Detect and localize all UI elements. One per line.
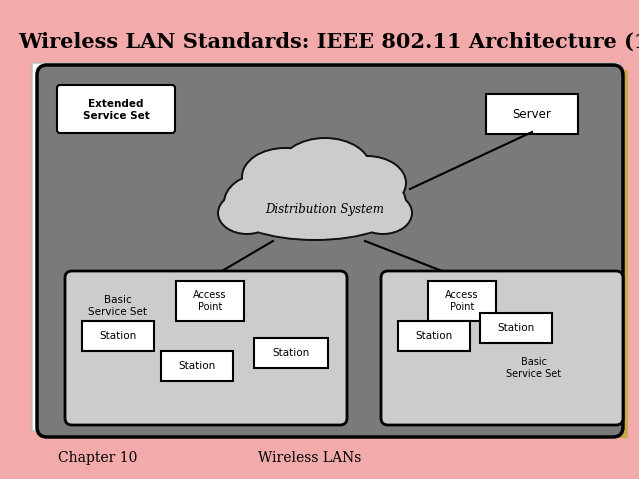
Ellipse shape [278, 137, 372, 201]
Text: Station: Station [415, 331, 452, 341]
Ellipse shape [238, 157, 392, 237]
Text: Basic
Service Set: Basic Service Set [507, 357, 562, 379]
Text: Station: Station [272, 348, 310, 358]
Ellipse shape [327, 173, 407, 233]
Text: Server: Server [512, 107, 551, 121]
Ellipse shape [217, 191, 277, 235]
Ellipse shape [243, 149, 327, 205]
Text: Basic
Service Set: Basic Service Set [88, 295, 148, 317]
FancyBboxPatch shape [161, 351, 233, 381]
Text: Station: Station [497, 323, 535, 333]
FancyBboxPatch shape [480, 313, 552, 343]
Text: Station: Station [100, 331, 137, 341]
FancyBboxPatch shape [40, 70, 628, 438]
Ellipse shape [327, 155, 407, 211]
FancyBboxPatch shape [428, 281, 496, 321]
Text: Station: Station [178, 361, 215, 371]
FancyBboxPatch shape [57, 85, 175, 133]
FancyBboxPatch shape [32, 63, 620, 431]
FancyBboxPatch shape [398, 321, 470, 351]
FancyBboxPatch shape [82, 321, 154, 351]
Ellipse shape [230, 179, 400, 239]
FancyBboxPatch shape [381, 271, 623, 425]
Ellipse shape [280, 139, 370, 199]
Text: Chapter 10: Chapter 10 [58, 451, 137, 465]
FancyBboxPatch shape [176, 281, 244, 321]
Ellipse shape [355, 193, 411, 233]
FancyBboxPatch shape [65, 271, 347, 425]
Ellipse shape [228, 177, 402, 241]
Ellipse shape [225, 175, 301, 231]
FancyBboxPatch shape [486, 94, 578, 134]
Text: Wireless LAN Standards: IEEE 802.11 Architecture (1990): Wireless LAN Standards: IEEE 802.11 Arch… [18, 32, 639, 52]
FancyBboxPatch shape [254, 338, 328, 368]
Text: Access
Point: Access Point [193, 290, 227, 312]
Text: Wireless LANs: Wireless LANs [258, 451, 362, 465]
Ellipse shape [329, 157, 405, 209]
Ellipse shape [219, 193, 275, 233]
Ellipse shape [241, 147, 329, 207]
Ellipse shape [223, 173, 303, 233]
FancyBboxPatch shape [37, 65, 623, 437]
Text: Extended
Service Set: Extended Service Set [82, 99, 150, 121]
Text: Distribution System: Distribution System [266, 203, 385, 216]
Ellipse shape [353, 191, 413, 235]
Text: Access
Point: Access Point [445, 290, 479, 312]
Ellipse shape [240, 159, 390, 235]
Ellipse shape [329, 175, 405, 231]
